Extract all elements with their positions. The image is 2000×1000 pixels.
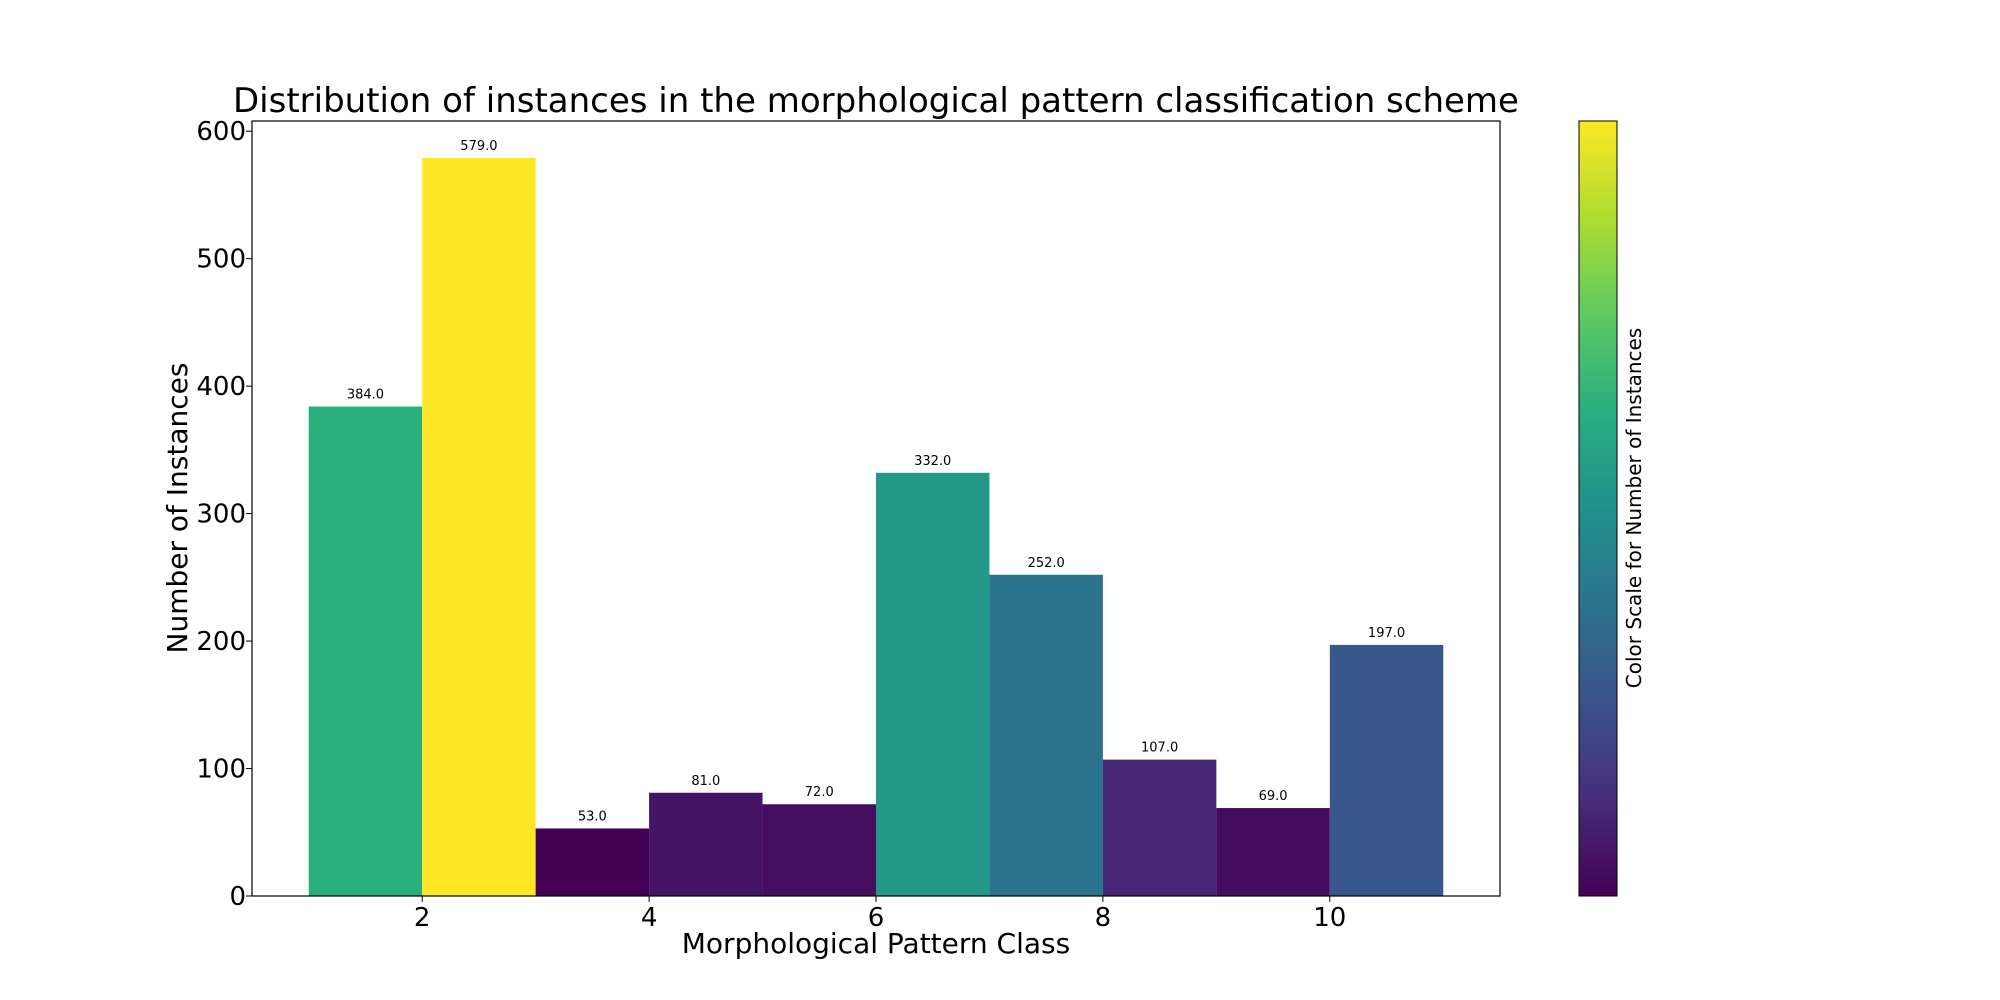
- x-tick-label: 6: [868, 903, 885, 933]
- bar: [989, 574, 1103, 896]
- bar-value-label: 384.0: [347, 388, 384, 403]
- colorbar-label: Color Scale for Number of Instances: [1622, 328, 1646, 688]
- chart-title: Distribution of instances in the morphol…: [233, 81, 1519, 121]
- bar: [1329, 644, 1444, 896]
- bar-value-label: 107.0: [1141, 741, 1178, 756]
- bar: [1102, 759, 1217, 896]
- y-axis-ticks: 0 100 200 300 400 500 600: [196, 117, 252, 912]
- x-tick-label: 2: [414, 903, 431, 933]
- y-tick-label: 400: [196, 372, 246, 402]
- bar-value-label: 69.0: [1259, 789, 1288, 804]
- x-axis-label: Morphological Pattern Class: [682, 927, 1070, 960]
- y-tick-label: 600: [196, 117, 246, 147]
- bar-value-label: 81.0: [691, 774, 720, 789]
- x-axis-ticks: 2 4 6 8 10: [414, 896, 1346, 933]
- data-labels: 384.0 579.0 53.0 81.0 72.0 332.0 252.0 107.0 69.…: [347, 139, 1405, 824]
- y-axis-label: Number of Instances: [161, 363, 194, 654]
- bar: [535, 828, 650, 896]
- bar: [422, 157, 536, 896]
- bar-value-label: 252.0: [1028, 556, 1065, 571]
- bar-value-label: 197.0: [1368, 626, 1405, 641]
- bar-value-label: 579.0: [460, 139, 497, 154]
- bar-value-label: 53.0: [578, 809, 607, 824]
- y-tick-label: 200: [196, 627, 246, 657]
- y-tick-label: 0: [229, 882, 246, 912]
- bar: [762, 804, 876, 896]
- bar: [1216, 808, 1330, 896]
- y-tick-label: 100: [196, 755, 246, 785]
- bar-value-label: 332.0: [914, 454, 951, 469]
- colorbar: [1578, 120, 1618, 897]
- bar-series: [308, 157, 1444, 896]
- y-tick-label: 500: [196, 245, 246, 275]
- bar-value-label: 72.0: [805, 785, 834, 800]
- bar: [308, 406, 423, 896]
- bar: [649, 792, 763, 896]
- y-tick-label: 300: [196, 500, 246, 530]
- bar: [876, 472, 990, 896]
- x-tick-label: 10: [1313, 903, 1346, 933]
- x-tick-label: 8: [1095, 903, 1112, 933]
- x-tick-label: 4: [641, 903, 658, 933]
